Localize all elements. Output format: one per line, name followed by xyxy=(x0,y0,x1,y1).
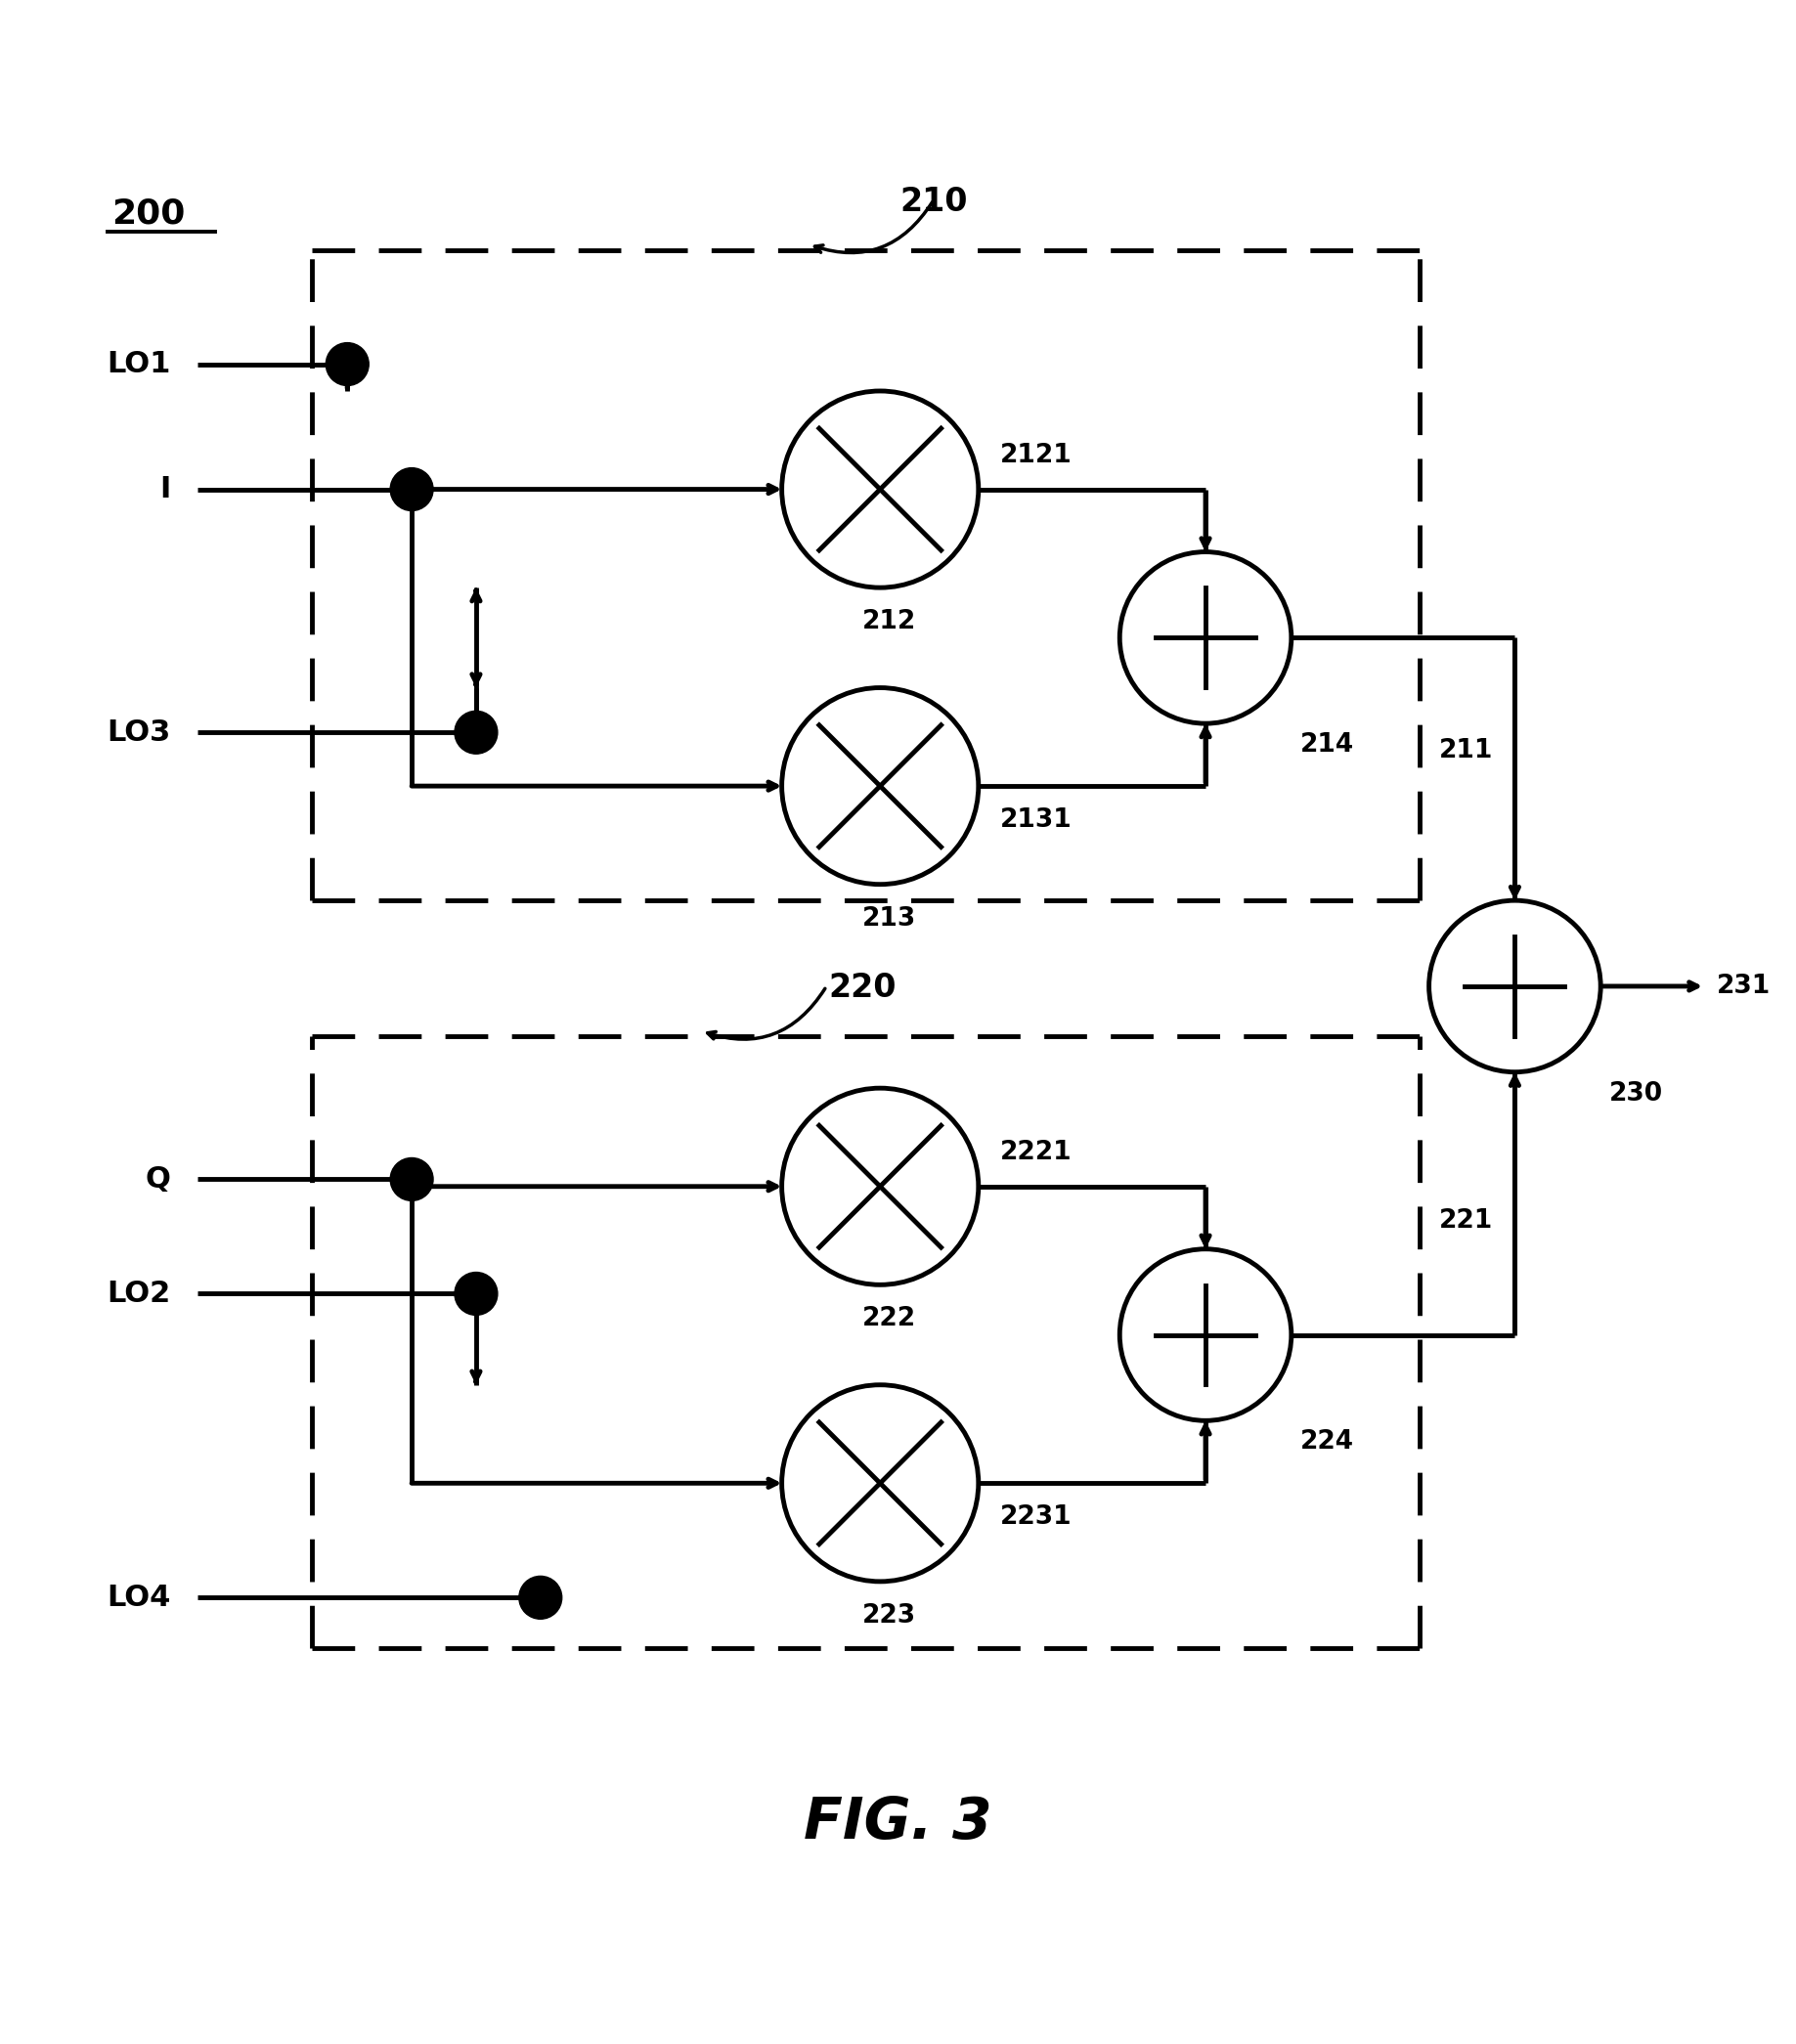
Text: 212: 212 xyxy=(862,609,916,634)
Text: 2231: 2231 xyxy=(1000,1504,1072,1531)
Text: 223: 223 xyxy=(862,1602,916,1629)
Circle shape xyxy=(1430,901,1600,1071)
Text: FIG. 3: FIG. 3 xyxy=(805,1795,991,1850)
Text: 224: 224 xyxy=(1300,1429,1354,1455)
Circle shape xyxy=(781,687,979,885)
Circle shape xyxy=(781,390,979,587)
Text: 213: 213 xyxy=(862,905,916,932)
Text: LO2: LO2 xyxy=(106,1280,171,1308)
Text: 220: 220 xyxy=(828,971,896,1004)
Circle shape xyxy=(519,1576,562,1619)
Text: Q: Q xyxy=(145,1165,171,1194)
Circle shape xyxy=(1119,552,1291,724)
Text: 222: 222 xyxy=(862,1306,916,1331)
Text: 210: 210 xyxy=(900,186,968,217)
Circle shape xyxy=(454,1271,497,1314)
Text: 214: 214 xyxy=(1300,732,1354,758)
Text: 200: 200 xyxy=(111,198,185,231)
Text: LO1: LO1 xyxy=(106,350,171,378)
Text: LO3: LO3 xyxy=(106,717,171,746)
Text: 221: 221 xyxy=(1439,1208,1492,1235)
Text: 230: 230 xyxy=(1609,1081,1663,1106)
Text: LO4: LO4 xyxy=(106,1584,171,1613)
Text: 231: 231 xyxy=(1717,973,1771,1000)
Text: I: I xyxy=(160,474,171,503)
Circle shape xyxy=(781,1087,979,1286)
Circle shape xyxy=(1119,1249,1291,1421)
Circle shape xyxy=(781,1386,979,1582)
Text: 2221: 2221 xyxy=(1000,1141,1072,1165)
Circle shape xyxy=(390,468,433,511)
Text: 2121: 2121 xyxy=(1000,442,1072,468)
Text: 2131: 2131 xyxy=(1000,807,1072,832)
Circle shape xyxy=(325,343,368,386)
Text: 211: 211 xyxy=(1439,738,1492,764)
Circle shape xyxy=(454,711,497,754)
Circle shape xyxy=(390,1157,433,1200)
